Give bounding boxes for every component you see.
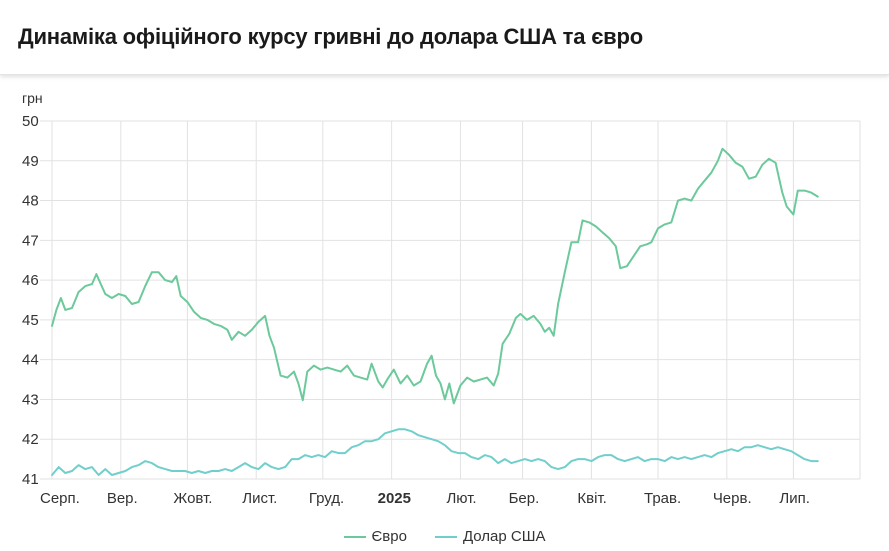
series-line-euro xyxy=(51,147,819,405)
chart-legend: Євро Долар США xyxy=(0,528,889,545)
y-tick-label: 44 xyxy=(22,352,39,369)
legend-label-euro: Євро xyxy=(371,528,407,545)
x-tick-label: Бер. xyxy=(509,490,540,506)
x-tick-label: Вер. xyxy=(107,490,138,506)
page-title: Динаміка офіційного курсу гривні до дола… xyxy=(18,24,643,49)
legend-swatch-usd xyxy=(434,535,457,538)
legend-label-usd: Долар США xyxy=(462,528,546,545)
x-tick-label: Серп. xyxy=(40,490,80,506)
x-tick-label: Лист. xyxy=(242,490,277,506)
y-tick-label: 45 xyxy=(22,312,39,329)
series-line-usd xyxy=(51,428,819,476)
y-tick-label: 49 xyxy=(22,153,39,170)
x-tick-label: Груд. xyxy=(309,490,344,506)
y-tick-label: 48 xyxy=(22,193,39,210)
y-tick-label: 43 xyxy=(22,391,39,408)
x-tick-label: Квіт. xyxy=(577,490,606,506)
y-axis-label: грн xyxy=(22,90,43,106)
rate-chart: 41 42 43 44 45 46 47 48 49 50 грн Серп. Вер. Жовт. Лис… xyxy=(22,90,861,506)
x-tick-label: Жовт. xyxy=(173,490,212,506)
legend-item-usd[interactable]: Долар США xyxy=(434,528,546,545)
y-tick-label: 47 xyxy=(22,232,39,249)
x-tick-label: Черв. xyxy=(713,490,752,506)
x-tick-label: Лип. xyxy=(779,490,810,506)
x-tick-label: 2025 xyxy=(378,490,411,506)
legend-item-euro[interactable]: Євро xyxy=(343,528,407,545)
y-tick-label: 42 xyxy=(22,431,39,448)
x-tick-label: Трав. xyxy=(644,490,681,506)
y-tick-label: 46 xyxy=(22,272,39,289)
header: Динаміка офіційного курсу гривні до дола… xyxy=(0,0,889,75)
y-tick-label: 50 xyxy=(22,113,39,130)
y-tick-label: 41 xyxy=(22,471,39,488)
x-tick-label: Лют. xyxy=(446,490,476,506)
legend-swatch-euro xyxy=(343,535,366,538)
